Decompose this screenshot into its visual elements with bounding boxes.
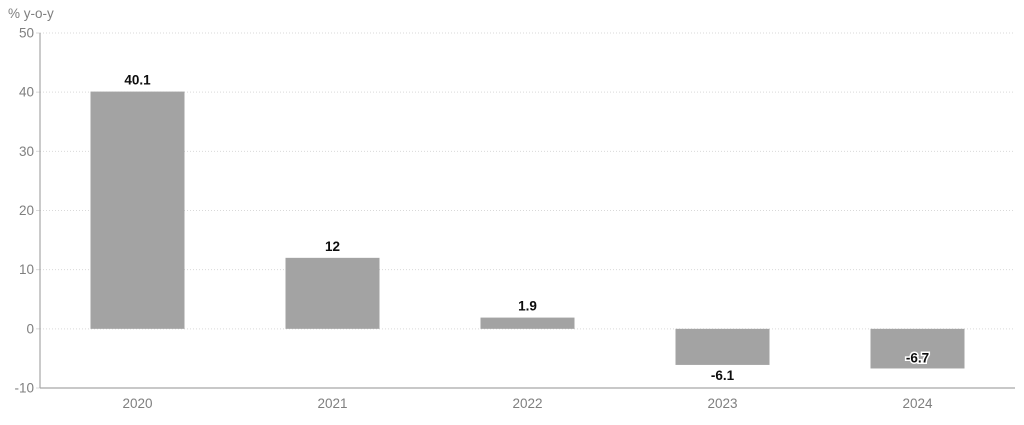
- x-tick-label: 2020: [122, 396, 152, 411]
- bar-2020: [90, 91, 185, 329]
- bar-2022: [480, 317, 575, 329]
- y-tick-label: 0: [26, 321, 34, 336]
- y-tick-label: 10: [19, 262, 34, 277]
- y-tick-label: -10: [14, 381, 34, 396]
- x-tick-label: 2024: [902, 396, 933, 411]
- data-label-2021: 12: [325, 239, 340, 254]
- bar-2021: [285, 257, 380, 329]
- y-tick-label: 20: [19, 203, 34, 218]
- data-label-2022: 1.9: [518, 299, 537, 314]
- data-label-2024: -6.7: [906, 350, 929, 365]
- data-label-2023: -6.1: [711, 368, 735, 383]
- axis-unit-label: % y-o-y: [8, 6, 54, 21]
- y-tick-label: 50: [19, 26, 34, 41]
- x-tick-label: 2022: [512, 396, 542, 411]
- y-tick-label: 40: [19, 85, 34, 100]
- y-tick-label: 30: [19, 144, 34, 159]
- bar-2024: [870, 328, 965, 369]
- data-label-2020: 40.1: [124, 73, 151, 88]
- x-tick-label: 2021: [317, 396, 347, 411]
- bar-2023: [675, 328, 770, 365]
- x-tick-label: 2023: [707, 396, 737, 411]
